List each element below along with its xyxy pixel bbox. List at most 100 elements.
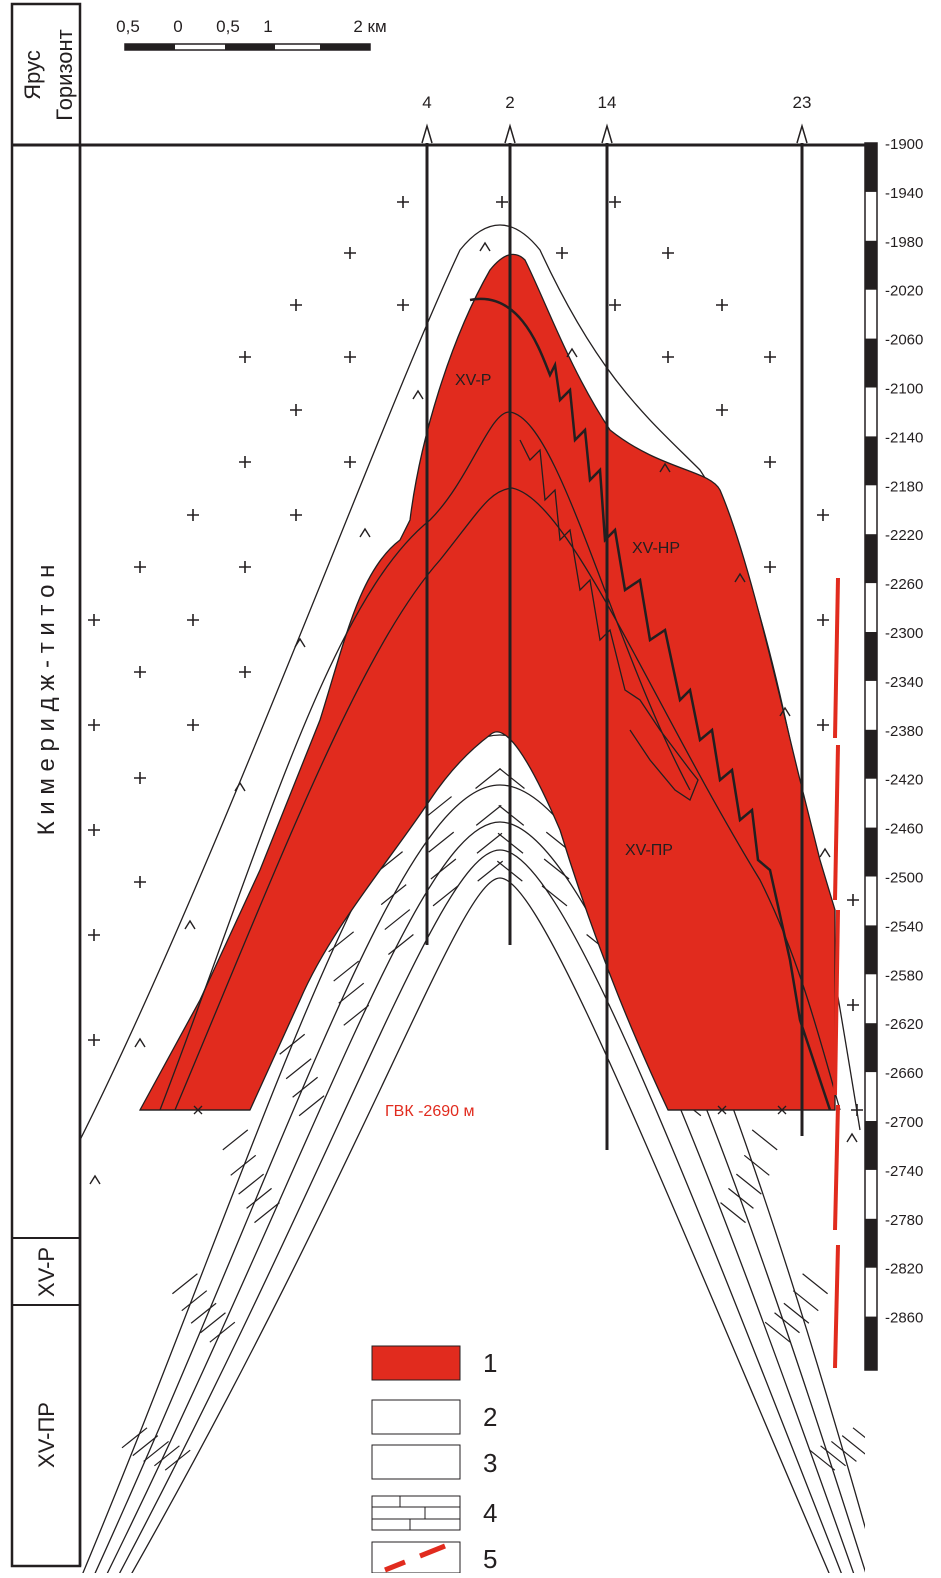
layer-tick (181, 1290, 208, 1312)
scale-block (865, 729, 877, 779)
salt-symbol (134, 772, 146, 784)
salt-symbol (290, 299, 302, 311)
salt-symbol (88, 824, 100, 836)
stage-label: К и м е р и д ж - т и т о н (33, 565, 60, 836)
layer-tick (388, 934, 414, 955)
well-head (796, 123, 808, 144)
layer-tick (541, 885, 568, 907)
scale-block (865, 534, 877, 584)
depth-label: -2780 (885, 1212, 923, 1229)
layer-tick (154, 1445, 180, 1467)
depth-label: -2580 (885, 967, 923, 984)
layer-tick (132, 1435, 159, 1457)
layer-tick (209, 1321, 236, 1343)
salt-symbol (290, 404, 302, 416)
scale-block (865, 1365, 877, 1370)
salt-symbol (764, 561, 776, 573)
depth-label: -1940 (885, 185, 923, 202)
layer-tick (735, 1173, 762, 1195)
facies-boundary (519, 439, 699, 801)
layer-tick (809, 1449, 836, 1471)
dashed-line (833, 909, 840, 1096)
well-label: 4 (422, 93, 431, 112)
scale-block (865, 1121, 877, 1170)
depth-label: -2340 (885, 674, 923, 691)
layer-tick (831, 1440, 857, 1462)
depth-label: -1980 (885, 234, 923, 251)
depth-label: -1900 (885, 136, 923, 153)
anhydrite-symbol (566, 347, 578, 358)
anhydrite-symbol (412, 389, 424, 400)
salt-symbol (817, 719, 829, 731)
legend-label: 3 (483, 1448, 497, 1478)
layer-tick (764, 1321, 791, 1343)
layer-tick (172, 1273, 198, 1295)
salt-symbol (88, 1034, 100, 1046)
layer-tick (426, 796, 452, 818)
depth-label: -2740 (885, 1163, 923, 1180)
horizon-label: XV-ПР (34, 1402, 59, 1468)
layer-tick (343, 1004, 370, 1026)
salt-symbol (187, 719, 199, 731)
layer-tick (476, 832, 503, 854)
salt-symbol (716, 299, 728, 311)
depth-label: -2860 (885, 1310, 923, 1327)
salt-symbol (344, 351, 356, 363)
anhydrite-symbol (184, 919, 196, 930)
scale-label: 2 км (353, 17, 386, 36)
lithology-symbols (88, 196, 863, 1467)
layer-tick (121, 1427, 148, 1449)
layer-tick (338, 982, 365, 1004)
layer-tick (774, 1312, 800, 1334)
depth-label: -2540 (885, 918, 923, 935)
salt-symbol (397, 299, 409, 311)
depth-label: -2300 (885, 625, 923, 642)
layer-tick (222, 1129, 249, 1151)
scale-block (865, 1218, 877, 1268)
layer-line (106, 821, 855, 1573)
legend-label: 1 (483, 1348, 497, 1378)
body-label: XV-Р (455, 372, 491, 389)
depth-label: -2500 (885, 870, 923, 887)
scale-label: 0 (173, 17, 182, 36)
scale-block (865, 925, 877, 975)
well-label: 2 (505, 93, 514, 112)
well-label: 14 (598, 93, 617, 112)
layer-tick (802, 1273, 828, 1295)
layer-line (131, 877, 830, 1573)
column-title: Горизонт (52, 29, 77, 121)
layer-tick (200, 1312, 226, 1334)
layer-tick (238, 1173, 265, 1195)
scale-block (865, 143, 877, 192)
salt-symbol (134, 666, 146, 678)
legend-swatch (371, 1495, 461, 1531)
scale-label: 0,5 (216, 17, 240, 36)
salt-symbol (609, 196, 621, 208)
anhydrite-symbol (734, 572, 746, 583)
salt-symbol (344, 456, 356, 468)
scale-block (865, 240, 877, 290)
body-label: XV-НР (632, 540, 680, 557)
layer-tick (783, 1302, 810, 1324)
well-head (421, 123, 433, 144)
salt-symbol (817, 614, 829, 626)
layer-line (94, 784, 865, 1573)
salt-symbol (397, 196, 409, 208)
salt-symbol (496, 196, 508, 208)
body-label: XV-ПР (625, 842, 673, 859)
horizon-label: XV-Р (34, 1247, 59, 1297)
layer-tick (143, 1440, 169, 1462)
layer-tick (543, 858, 570, 880)
salt-symbol (239, 666, 251, 678)
depth-label: -2140 (885, 429, 923, 446)
salt-symbol (134, 876, 146, 888)
legend-swatch (371, 1345, 461, 1381)
legend: 1 2 3 4 5 (371, 1345, 497, 1574)
salt-symbol (851, 1104, 863, 1116)
depth-label: -2460 (885, 821, 923, 838)
depth-label: -2180 (885, 478, 923, 495)
layer-tick (430, 858, 457, 880)
layer-tick (328, 931, 355, 953)
scale-label: 0,5 (116, 17, 140, 36)
salt-symbol (556, 247, 568, 259)
